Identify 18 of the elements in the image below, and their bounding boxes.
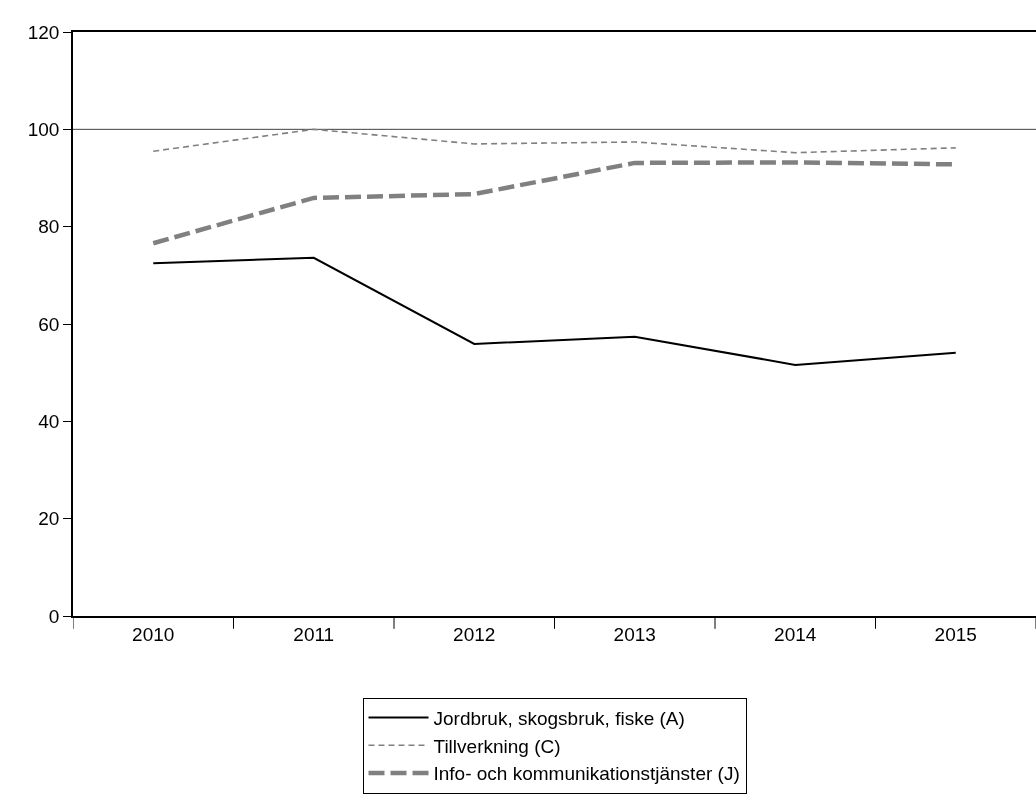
x-tick-label: 2012 xyxy=(453,623,496,645)
y-tick-label: 40 xyxy=(38,410,60,432)
x-tick-label: 2014 xyxy=(774,623,817,645)
y-tick-label: 0 xyxy=(48,605,60,627)
y-tick-label: 80 xyxy=(38,216,60,238)
line-series xyxy=(152,256,957,366)
x-tick-label: 2010 xyxy=(132,623,175,645)
x-tick-label: 2013 xyxy=(613,623,656,645)
y-tick-label: 100 xyxy=(27,118,60,140)
x-tick-label: 2011 xyxy=(293,623,335,645)
y-tick-label: 120 xyxy=(27,21,60,43)
y-tick-label: 20 xyxy=(38,508,60,530)
y-tick-label: 60 xyxy=(38,313,60,335)
legend-label: Jordbruk, skogsbruk, fiske (A) xyxy=(433,708,685,730)
line-series xyxy=(152,128,957,154)
x-tick-label: 2015 xyxy=(934,623,977,645)
legend-label: Info- och kommunikationstjänster (J) xyxy=(433,763,740,785)
legend-label: Tillverkning (C) xyxy=(433,735,561,757)
